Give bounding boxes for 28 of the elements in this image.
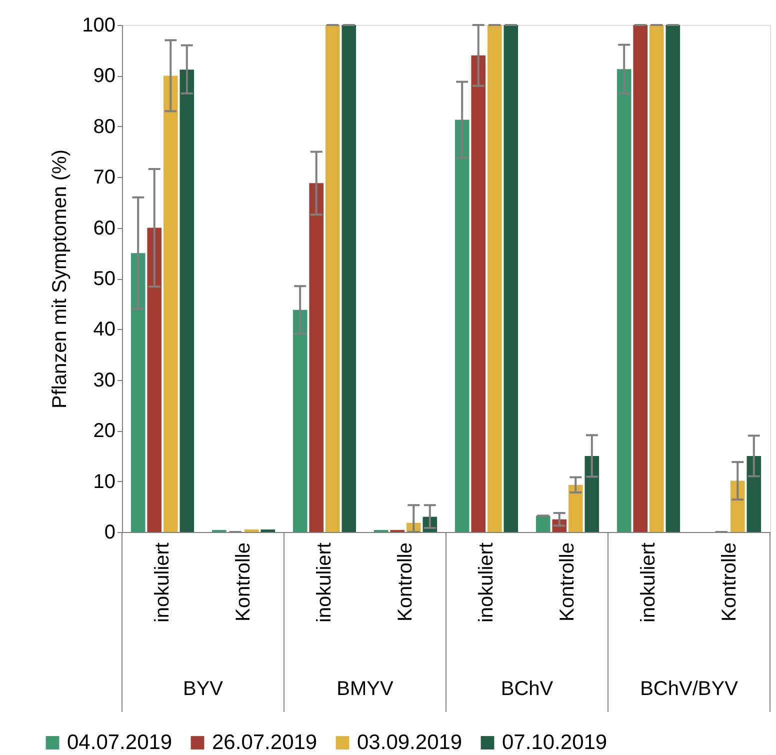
x-tick-label: Kontrolle xyxy=(394,542,416,622)
y-tick-label: 60 xyxy=(93,217,116,240)
y-tick-label: 90 xyxy=(93,65,116,88)
y-tick-label: 70 xyxy=(93,166,116,189)
legend-label: 04.07.2019 xyxy=(67,730,172,754)
y-tick-label: 50 xyxy=(93,268,116,290)
legend-label: 07.10.2019 xyxy=(502,730,608,754)
y-tick-label: 0 xyxy=(104,522,116,544)
text: BChV xyxy=(500,678,554,700)
y-tick-label: 100 xyxy=(82,14,116,36)
x-tick-label: Kontrolle xyxy=(556,542,578,622)
x-tick-label: inokuliert xyxy=(638,542,660,623)
y-tick-label: 80 xyxy=(93,116,116,138)
text: BMYV xyxy=(336,678,394,700)
legend-label: 26.07.2019 xyxy=(212,730,318,754)
y-tick-label: 30 xyxy=(93,369,116,392)
y-tick-label: 10 xyxy=(93,470,116,493)
x-tick-label: Kontrolle xyxy=(718,542,740,622)
y-tick-label: 40 xyxy=(93,318,116,341)
y-axis-title: Pflanzen mit Symptomen (%) xyxy=(49,150,72,408)
x-tick-label: inokuliert xyxy=(476,542,498,623)
x-tick-label: Kontrolle xyxy=(232,542,254,622)
text: BChV/BYV xyxy=(640,678,739,700)
x-tick-label: inokuliert xyxy=(152,542,174,623)
legend-label: 03.09.2019 xyxy=(357,730,462,754)
y-tick-label: 20 xyxy=(93,420,116,442)
x-tick-label: inokuliert xyxy=(314,542,336,623)
text: BYV xyxy=(182,678,224,700)
